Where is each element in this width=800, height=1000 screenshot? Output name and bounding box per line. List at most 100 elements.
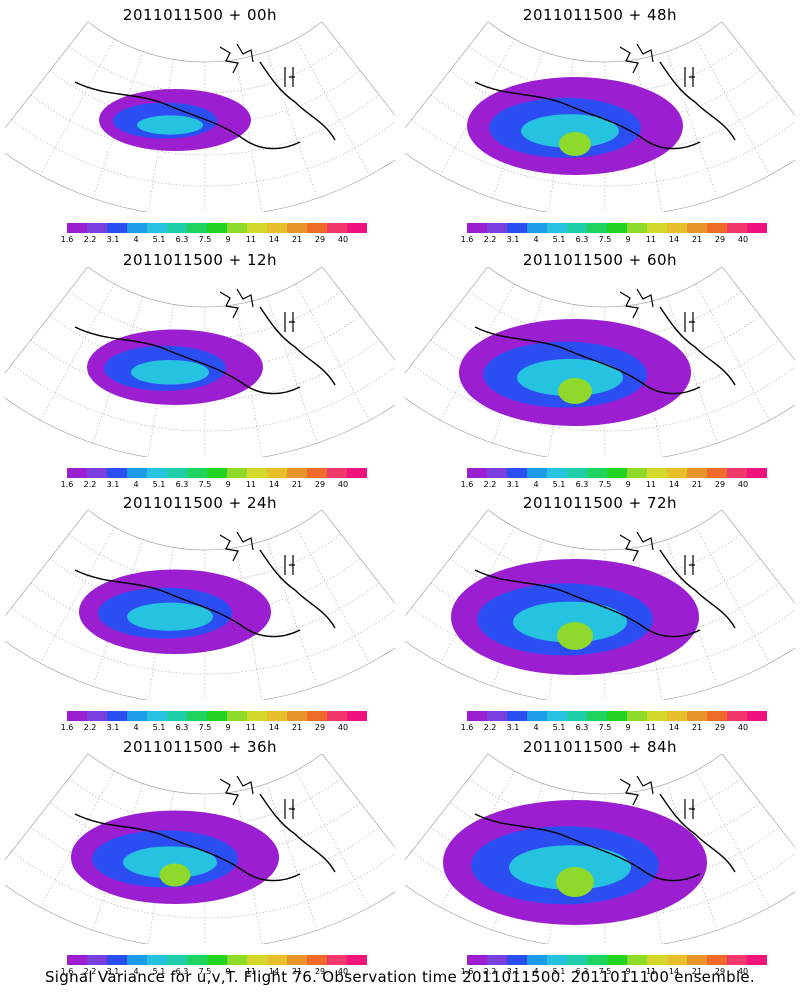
colorbar-label: 5.1 [152,480,166,489]
colorbar-swatch [707,468,727,478]
variance-region-peak [159,863,191,887]
colorbar-label: 3.1 [106,235,120,244]
colorbar-swatch [227,468,247,478]
colorbar-label: 14 [268,235,280,244]
colorbar-labels: 1.6 2.2 3.1 4 5.1 6.3 7.5 9 11 14 21 29 40 [60,480,380,490]
variance-region-peak [559,132,591,156]
colorbar-swatch [547,955,567,965]
variance-region-high [517,358,623,397]
colorbar-label: 6.3 [175,967,189,976]
colorbar-swatch [727,468,747,478]
colorbar-label: 1.6 [460,480,474,489]
colorbar-swatch [307,468,327,478]
colorbar-swatch [667,711,687,721]
colorbar-label: 7.5 [598,723,612,732]
colorbar-labels: 1.6 2.2 3.1 4 5.1 6.3 7.5 9 11 14 21 29 40 [460,967,780,977]
colorbar-label: 11 [245,235,257,244]
colorbar-label: 7.5 [598,480,612,489]
colorbar-swatch [747,955,767,965]
colorbar-swatch [107,223,127,233]
colorbar-swatch [147,223,167,233]
map-projection [405,267,795,457]
colorbar-label: 2.2 [483,235,497,244]
coastline [474,61,736,150]
colorbar-label: 29 [314,723,326,732]
colorbar [67,223,367,233]
colorbar-swatch [127,711,147,721]
colorbar-label: 29 [314,480,326,489]
colorbar-label: 29 [714,723,726,732]
colorbar-label: 40 [737,967,749,976]
colorbar-swatch [327,711,347,721]
latitude-gridline [30,582,380,644]
colorbar-swatch [727,223,747,233]
colorbar-swatch [647,711,667,721]
colorbar-swatch [487,468,507,478]
latitude-gridline [468,777,742,826]
coastline [474,306,736,395]
colorbar-labels: 1.6 2.2 3.1 4 5.1 6.3 7.5 9 11 14 21 29 40 [60,723,380,733]
colorbar-swatch [587,468,607,478]
colorbar-swatch [267,711,287,721]
colorbar-label: 7.5 [198,723,212,732]
latitude-gridline [411,364,795,432]
colorbar-label: 29 [314,235,326,244]
colorbar-label: 1.6 [60,723,74,732]
colorbar-label: 11 [645,967,657,976]
colorbar-label: 5.1 [152,723,166,732]
colorbar-swatch [307,223,327,233]
colorbar [467,955,767,965]
longitude-gridline [666,51,718,199]
colorbar-label: 2.2 [83,480,97,489]
colorbar-swatch [307,955,327,965]
map-projection [405,22,795,212]
longitude-gridline [695,38,770,176]
colorbar-swatch [307,711,327,721]
colorbar-label: 4 [133,967,139,976]
colorbar-swatch [147,468,167,478]
colorbar-label: 1.6 [460,235,474,244]
colorbar-swatch [627,223,647,233]
colorbar-label: 14 [668,723,680,732]
arctic-islands [619,531,695,575]
panel-title: 2011011500 + 12h [122,251,278,269]
colorbar-labels: 1.6 2.2 3.1 4 5.1 6.3 7.5 9 11 14 21 29 40 [460,480,780,490]
colorbar-labels: 1.6 2.2 3.1 4 5.1 6.3 7.5 9 11 14 21 29 40 [460,235,780,245]
colorbar-label: 2.2 [83,967,97,976]
colorbar-swatch [187,468,207,478]
colorbar-swatch [107,711,127,721]
colorbar-label: 9 [625,967,631,976]
colorbar-label: 14 [668,235,680,244]
colorbar-label: 14 [268,480,280,489]
colorbar-swatch [247,711,267,721]
colorbar-swatch [347,711,367,721]
colorbar-swatch [467,468,487,478]
colorbar-label: 6.3 [575,723,589,732]
colorbar-swatch [167,468,187,478]
map-projection [5,510,395,700]
coastline [74,306,336,395]
colorbar-swatch [607,468,627,478]
latitude-gridline [468,290,742,339]
colorbar-swatch [287,955,307,965]
variance-region-peak [556,867,594,897]
arctic-islands [619,43,695,87]
colorbar-label: 7.5 [198,235,212,244]
colorbar-label: 29 [314,967,326,976]
colorbar-swatch [547,223,567,233]
variance-region-high [123,846,217,879]
latitude-gridline [468,533,742,582]
colorbar-label: 7.5 [598,967,612,976]
colorbar-swatch [607,955,627,965]
colorbar-swatch [187,223,207,233]
colorbar-label: 21 [691,967,703,976]
latitude-gridline [30,94,380,156]
colorbar-swatch [707,223,727,233]
colorbar-swatch [347,468,367,478]
colorbar-label: 1.6 [60,967,74,976]
colorbar-swatch [327,955,347,965]
colorbar-label: 40 [737,480,749,489]
colorbar-label: 4 [133,235,139,244]
colorbar [467,468,767,478]
colorbar-swatch [147,711,167,721]
